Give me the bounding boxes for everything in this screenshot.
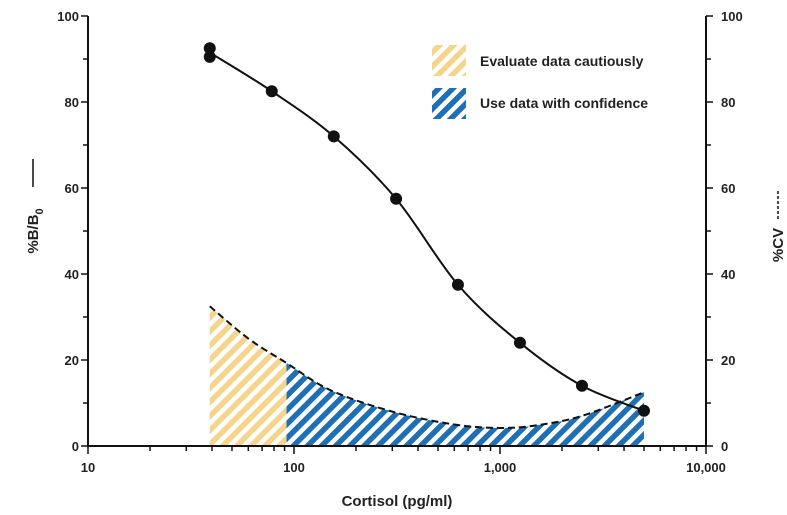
x-axis-title: Cortisol (pg/ml)	[342, 493, 453, 510]
bb0-markers	[203, 42, 650, 417]
legend-label-confidence: Use data with confidence	[480, 95, 648, 111]
data-point	[390, 192, 403, 205]
y-right-tick-label: 20	[721, 353, 735, 368]
data-point	[327, 130, 340, 143]
y-axis-left-title: %B/B0	[25, 159, 46, 254]
y-right-title-text: %CV	[770, 228, 787, 262]
data-point	[203, 50, 216, 63]
data-point	[203, 42, 216, 55]
y-left-tick-label: 0	[72, 439, 79, 454]
y-left-title-subscript: 0	[34, 208, 46, 214]
y-axis-right-title: %CV	[770, 191, 787, 262]
y-left-tick-label: 20	[65, 353, 79, 368]
region-confidence	[286, 363, 644, 446]
y-left-tick-label: 60	[65, 181, 79, 196]
y-right-tick-label: 100	[721, 9, 743, 24]
data-point	[265, 85, 278, 98]
region-caution	[209, 306, 287, 446]
y-left-title-main: %B/B	[25, 214, 42, 253]
cv-dashed-line	[209, 305, 645, 429]
svg-text:%B/B0: %B/B0	[25, 208, 46, 253]
data-point	[575, 379, 588, 392]
y-left-tick-label: 100	[57, 9, 79, 24]
y-right-tick-label: 80	[721, 95, 735, 110]
y-right-tick-label: 0	[721, 439, 728, 454]
legend-swatch-caution	[432, 45, 466, 76]
data-point	[637, 404, 650, 417]
shaded-regions	[209, 306, 644, 446]
y-left-tick-label: 40	[65, 267, 79, 282]
data-point	[513, 336, 526, 349]
legend: Evaluate data cautiously Use data with c…	[432, 45, 648, 119]
x-tick-label: 1,000	[484, 460, 517, 475]
x-tick-label: 100	[283, 460, 305, 475]
bb0-series	[209, 51, 645, 412]
legend-label-caution: Evaluate data cautiously	[480, 53, 644, 69]
y-right-tick-label: 60	[721, 181, 735, 196]
y-right-tick-label: 40	[721, 267, 735, 282]
legend-swatch-confidence	[432, 88, 466, 119]
x-tick-label: 10	[81, 460, 95, 475]
bb0-solid-line	[209, 51, 645, 412]
x-tick-label: 10,000	[686, 460, 726, 475]
y-left-tick-label: 80	[65, 95, 79, 110]
axis-ticks	[81, 15, 713, 454]
cv-series	[209, 305, 645, 429]
data-point	[451, 278, 464, 291]
